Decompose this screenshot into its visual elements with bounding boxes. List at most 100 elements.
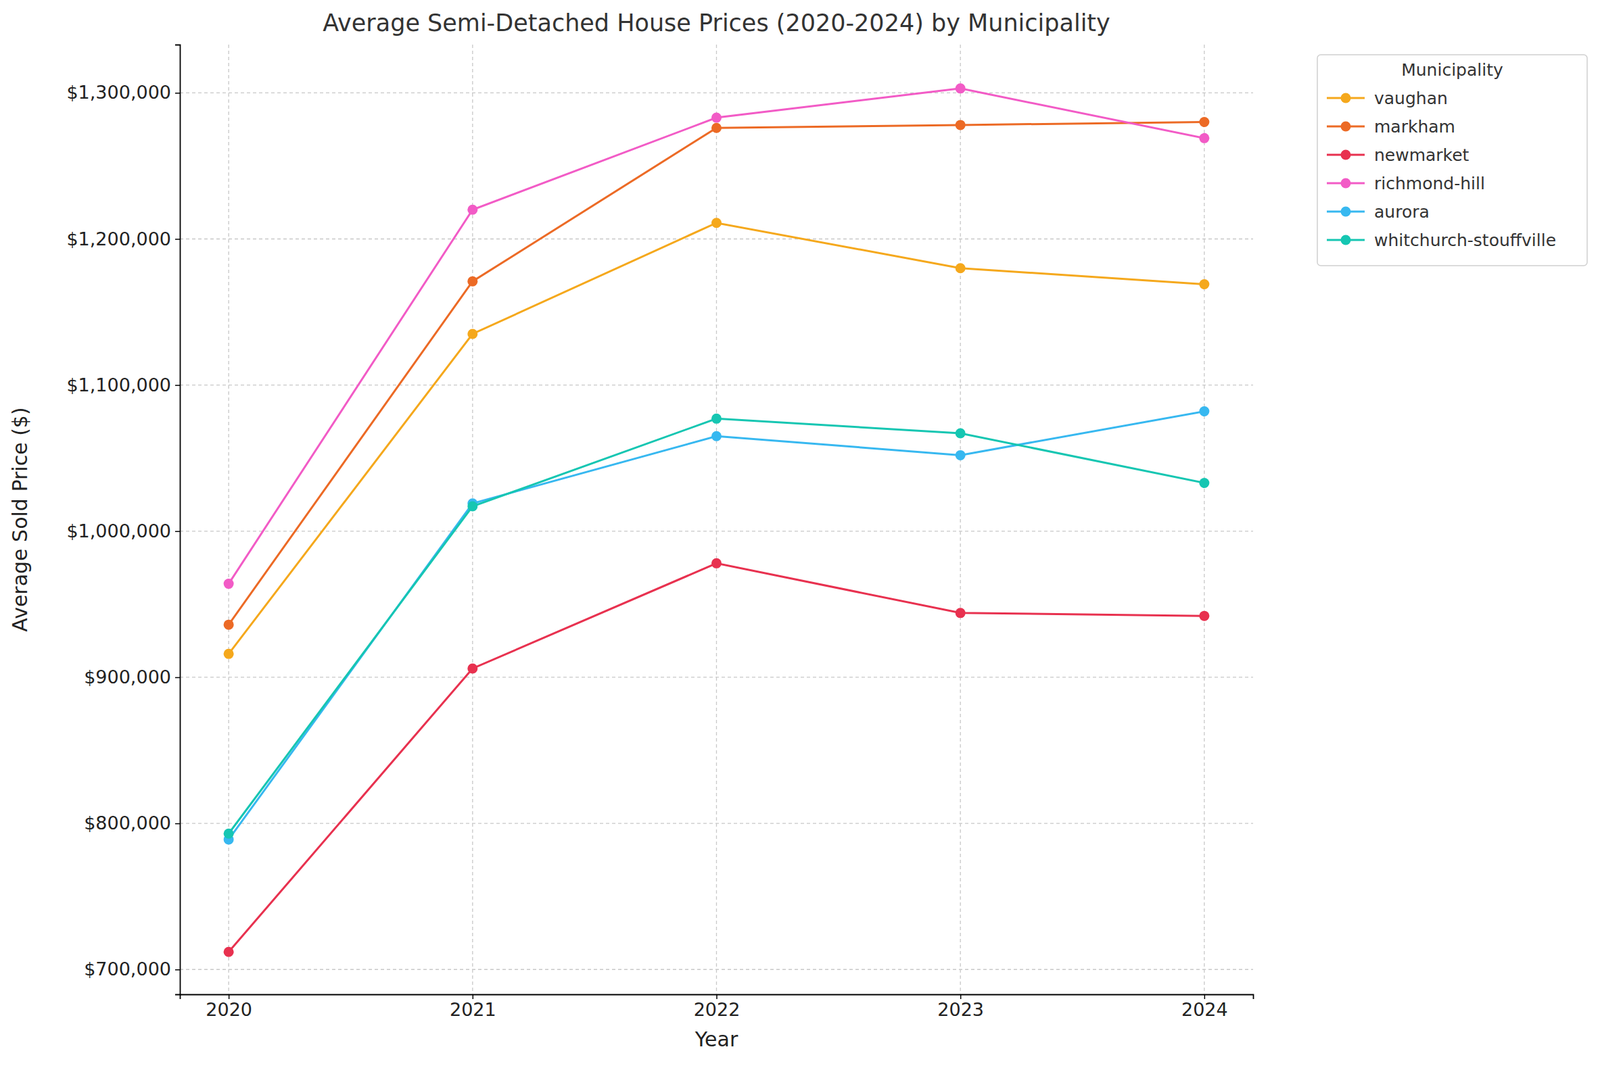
legend-marker (1340, 178, 1352, 189)
legend-title: Municipality (1401, 60, 1504, 80)
tick-label: 2023 (937, 999, 984, 1021)
point (223, 649, 234, 660)
point (955, 450, 966, 461)
tick: $1,300,000 (66, 81, 180, 103)
tick: $1,100,000 (66, 374, 180, 396)
point (955, 119, 966, 130)
legend-marker (1340, 206, 1352, 218)
point (955, 607, 966, 619)
point (711, 123, 722, 134)
legend-marker (1340, 150, 1352, 161)
tick-label: 2022 (693, 999, 741, 1021)
grid-line (179, 92, 1254, 94)
point (1198, 406, 1210, 417)
legend-box (1317, 54, 1588, 266)
tick: $900,000 (83, 666, 180, 688)
grid-line (179, 238, 1254, 240)
legend-label: markham (1374, 116, 1456, 137)
point (1198, 133, 1210, 144)
series-layer (223, 83, 1210, 957)
legend-marker (1340, 121, 1352, 132)
tick-label: 2024 (1181, 999, 1229, 1021)
tick-mark (1204, 994, 1206, 1000)
legend-marker (1340, 235, 1352, 246)
tick-mark (175, 969, 180, 972)
tick: 2024 (1181, 994, 1229, 1021)
tick-label: $900,000 (83, 666, 172, 688)
point (1198, 279, 1210, 290)
tick: 2020 (205, 994, 253, 1021)
point (1198, 611, 1210, 622)
tick-label: $1,000,000 (66, 520, 172, 542)
x-axis: 2020 2021 2022 2023 2024 (180, 994, 1254, 1021)
legend-marker (1340, 93, 1352, 104)
tick-mark (472, 994, 475, 1000)
point (467, 663, 478, 674)
point (711, 413, 722, 425)
grid-line (960, 44, 961, 995)
legend-label: newmarket (1374, 145, 1470, 166)
tick-mark (960, 994, 962, 1000)
legend-label: whitchurch-stouffville (1374, 230, 1557, 251)
grid-line (716, 44, 717, 995)
tick: $700,000 (83, 958, 180, 980)
axis-line (175, 45, 181, 996)
tick-mark (175, 238, 180, 241)
tick-mark (716, 994, 718, 1000)
tick-label: 2020 (205, 999, 253, 1021)
tick: 2023 (937, 994, 984, 1021)
tick-label: $700,000 (83, 958, 172, 980)
tick: $1,200,000 (66, 228, 180, 250)
tick: 2021 (449, 994, 497, 1021)
grid-line (227, 44, 229, 995)
point (1198, 478, 1210, 489)
point (467, 501, 478, 512)
legend: Municipality vaughan markham newmarket richm… (1317, 54, 1588, 266)
grid-line (472, 44, 473, 995)
point (955, 83, 966, 94)
legend-label: vaughan (1374, 88, 1448, 109)
tick-label: $1,200,000 (66, 228, 172, 250)
point (955, 263, 966, 274)
series-line (228, 88, 1205, 585)
point (711, 112, 722, 124)
tick: $1,000,000 (66, 520, 180, 542)
series-group (223, 83, 1210, 957)
tick-mark (228, 994, 230, 1000)
point (223, 829, 234, 840)
series-line (228, 418, 1205, 834)
point (467, 204, 478, 216)
point (1198, 116, 1210, 128)
series-line (228, 122, 1205, 626)
plot: 2020 2021 2022 2023 2024 $700,000 $800,000 $900… (66, 44, 1254, 1021)
point (711, 558, 722, 569)
tick-label: $1,300,000 (66, 81, 172, 103)
tick-label: $800,000 (83, 812, 172, 834)
y-axis: $700,000 $800,000 $900,000 $1,000,000 $1,100… (66, 45, 180, 996)
point (467, 328, 478, 339)
y-axis-label: Average Sold Price ($) (8, 407, 32, 632)
point (223, 947, 234, 958)
tick-mark (175, 92, 180, 94)
chart: 2020 2021 2022 2023 2024 $700,000 $800,000 $900… (0, 0, 1600, 1068)
tick: 2022 (693, 994, 741, 1021)
tick-mark (175, 384, 180, 387)
series-line (228, 563, 1205, 953)
tick-mark (175, 531, 180, 533)
grid (179, 44, 1254, 995)
point (711, 431, 722, 442)
point (223, 578, 234, 590)
point (711, 217, 722, 228)
x-axis-label: Year (694, 1027, 739, 1052)
legend-label: aurora (1374, 202, 1430, 222)
title: Average Semi-Detached House Prices (2020… (322, 9, 1111, 37)
tick-mark (175, 823, 180, 826)
grid-line (1203, 44, 1205, 995)
axis-line (180, 995, 1254, 1001)
tick-label: $1,100,000 (66, 374, 172, 396)
series-line (228, 411, 1205, 840)
point (955, 428, 966, 439)
legend-label: richmond-hill (1374, 173, 1486, 194)
point (223, 620, 234, 631)
tick-label: 2021 (449, 999, 497, 1021)
